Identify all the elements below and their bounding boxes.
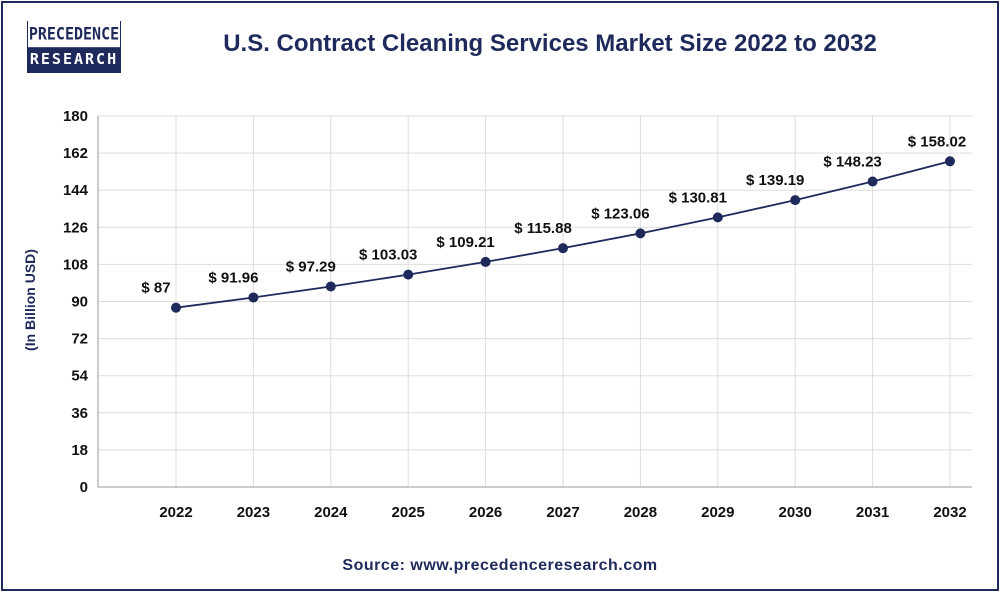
- precedence-research-logo: PRECEDENCE RESEARCH: [27, 20, 121, 73]
- data-point: [325, 281, 336, 292]
- data-point: [558, 243, 568, 254]
- data-label: $ 97.29: [286, 258, 336, 275]
- data-label: $ 148.23: [823, 153, 881, 170]
- data-label: $ 130.81: [669, 189, 727, 206]
- data-point: [248, 292, 259, 303]
- y-tick-label: 144: [63, 182, 89, 199]
- logo-line1: PRECEDENCE: [28, 20, 120, 48]
- x-tick-label: 2027: [546, 504, 579, 521]
- x-tick-label: 2028: [624, 504, 657, 521]
- x-tick-label: 2029: [701, 504, 734, 521]
- chart-title: U.S. Contract Cleaning Services Market S…: [223, 30, 877, 57]
- data-point: [867, 176, 878, 187]
- data-label: $ 158.02: [908, 133, 966, 150]
- logo-line2: RESEARCH: [28, 46, 120, 72]
- y-tick-label: 180: [63, 108, 88, 125]
- data-label: $ 109.21: [436, 234, 494, 251]
- data-label: $ 91.96: [208, 269, 258, 286]
- x-tick-label: 2032: [933, 504, 966, 521]
- data-point: [480, 256, 491, 267]
- data-point: [403, 269, 414, 280]
- x-tick-label: 2031: [856, 504, 889, 521]
- data-label: $ 123.06: [591, 205, 649, 222]
- data-point: [171, 302, 181, 313]
- data-label: $ 115.88: [514, 220, 572, 237]
- y-tick-label: 162: [63, 145, 88, 162]
- data-point: [790, 195, 801, 206]
- y-tick-label: 54: [71, 368, 88, 385]
- data-label: $ 87: [141, 280, 170, 297]
- y-tick-label: 18: [71, 442, 88, 459]
- x-tick-label: 2025: [392, 504, 425, 521]
- x-tick-label: 2023: [237, 504, 270, 521]
- x-tick-label: 2026: [469, 504, 502, 521]
- data-label: $ 139.19: [746, 172, 804, 189]
- y-tick-label: 36: [71, 405, 88, 422]
- data-label: $ 103.03: [359, 247, 417, 264]
- data-point: [635, 228, 646, 239]
- source-text: Source: www.precedenceresearch.com: [342, 557, 658, 574]
- y-tick-label: 72: [71, 331, 88, 348]
- y-tick-label: 108: [63, 256, 88, 273]
- y-tick-label: 0: [80, 479, 88, 496]
- y-tick-label: 90: [71, 294, 88, 311]
- y-axis-label: (In Billion USD): [22, 249, 38, 351]
- data-point: [945, 156, 955, 167]
- data-point: [712, 212, 723, 223]
- x-tick-label: 2030: [779, 504, 812, 521]
- y-tick-label: 126: [63, 219, 88, 236]
- x-tick-label: 2024: [314, 504, 348, 521]
- x-tick-label: 2022: [159, 504, 192, 521]
